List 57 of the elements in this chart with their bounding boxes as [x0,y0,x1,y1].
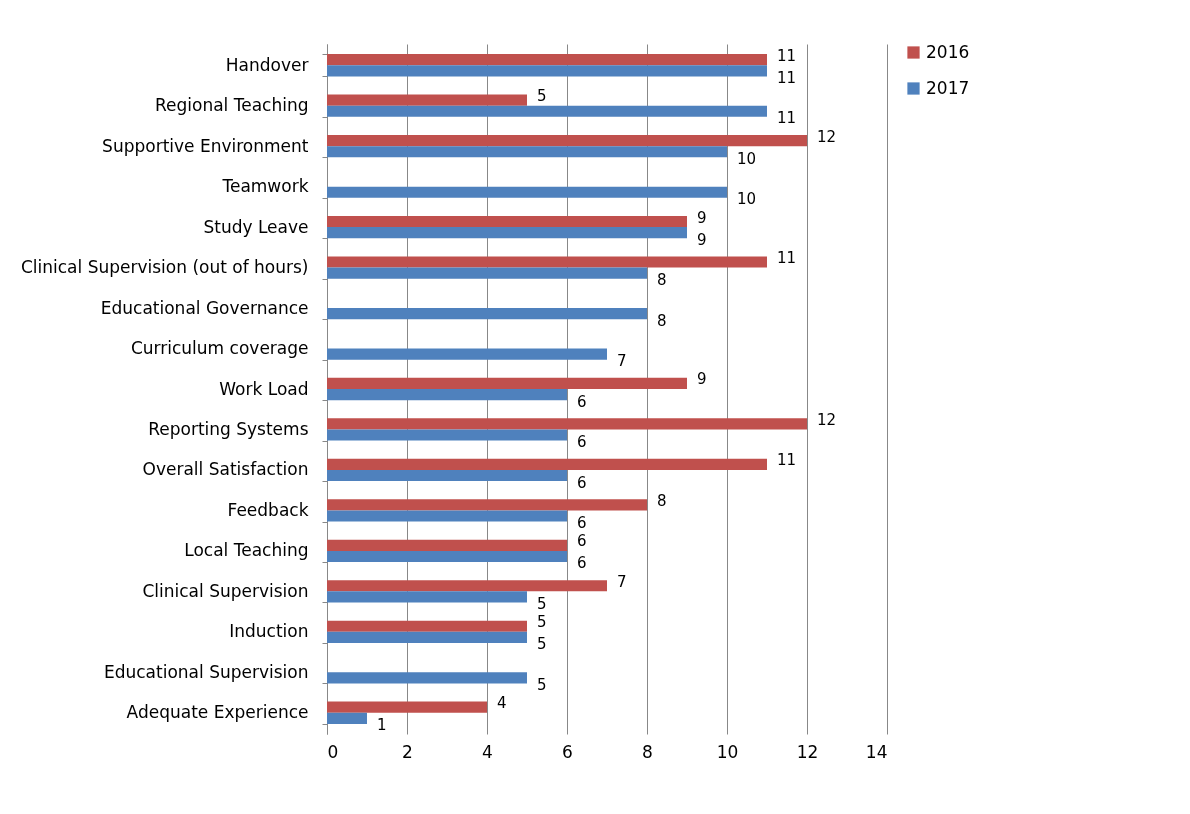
y-tick-label: Clinical Supervision [142,580,309,601]
data-label: 6 [577,554,587,573]
y-tick-label: Handover [225,54,309,75]
data-label: 4 [497,694,507,713]
y-tick-label: Study Leave [203,216,309,237]
data-label: 6 [577,473,587,492]
data-label: 7 [617,352,627,371]
data-label: 5 [537,675,547,694]
y-tick-label: Curriculum coverage [130,338,309,359]
data-label: 10 [737,149,757,168]
data-label: 5 [537,87,547,106]
y-tick-label: Clinical Supervision (out of hours) [20,257,309,278]
data-label: 1 [377,716,387,735]
data-label: 6 [577,392,587,411]
x-tick-label: 12 [796,741,819,762]
data-label: 5 [537,635,547,654]
data-label: 8 [657,491,667,510]
data-label: 8 [657,311,667,330]
data-label: 9 [697,230,707,249]
y-tick-label: Overall Satisfaction [142,459,309,480]
x-tick-label: 6 [562,741,573,762]
data-label: 7 [617,572,627,591]
y-tick-label: Supportive Environment [102,135,309,156]
data-label: 5 [537,613,547,632]
data-label: 11 [777,451,797,470]
y-tick-label: Local Teaching [184,540,309,561]
y-tick-label: Reporting Systems [148,418,309,439]
y-tick-label: Educational Governance [100,297,309,318]
data-label: 11 [777,68,797,87]
y-tick-label: Teamwork [221,176,309,197]
data-label: 8 [657,271,667,290]
x-tick-label: 10 [716,741,739,762]
y-tick-label: Feedback [227,499,309,520]
x-tick-label: 4 [482,741,493,762]
legend-label: 2016 [926,41,970,62]
data-label: 10 [737,190,757,209]
x-tick-label: 2 [402,741,413,762]
data-label: 11 [777,109,797,128]
data-label: 6 [577,513,587,532]
y-tick-label: Induction [229,621,309,642]
x-tick-label: 8 [642,741,653,762]
data-label: 6 [577,532,587,551]
y-tick-label: Educational Supervision [103,661,309,682]
data-label: 11 [777,46,797,65]
y-tick-label: Work Load [219,378,309,399]
data-label: 9 [697,370,707,389]
data-label: 12 [817,410,837,429]
y-tick-label: Regional Teaching [154,95,309,116]
x-tick-label: 14 [865,741,888,762]
x-tick-label: 0 [327,741,339,762]
data-label: 6 [577,433,587,452]
data-label: 5 [537,594,547,613]
legend-label: 2017 [926,77,970,98]
data-label: 11 [777,249,797,268]
data-label: 12 [817,127,837,146]
data-label: 9 [697,208,707,227]
y-tick-label: Adequate Experience [126,702,309,723]
